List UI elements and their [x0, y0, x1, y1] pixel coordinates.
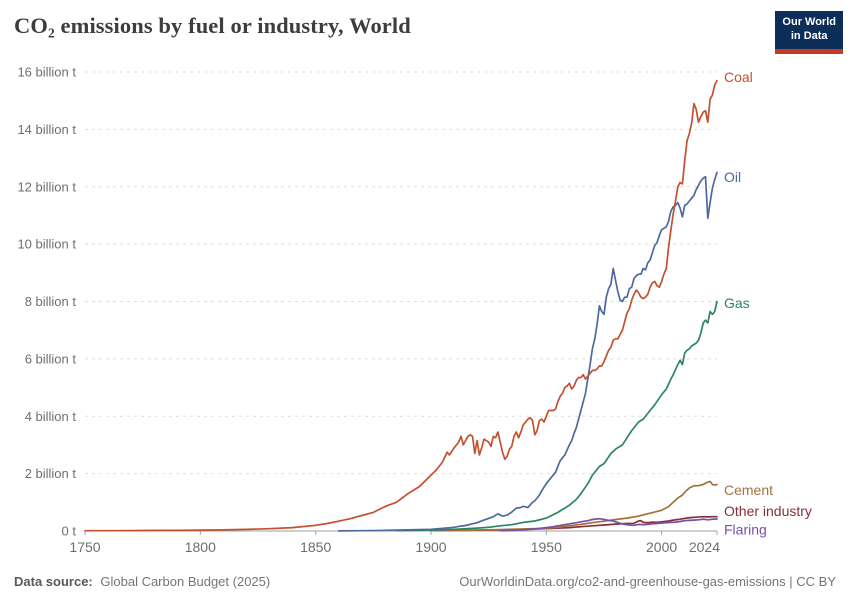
series-label-coal[interactable]: Coal [724, 69, 753, 85]
y-axis-tick-label: 12 billion t [17, 179, 76, 194]
owid-logo-line1: Our World [782, 16, 836, 28]
footer-link[interactable]: OurWorldinData.org/co2-and-greenhouse-ga… [459, 574, 836, 589]
series-label-flaring[interactable]: Flaring [724, 522, 767, 538]
chart-footer: Data source: Global Carbon Budget (2025)… [14, 574, 836, 589]
series-line-flaring[interactable] [499, 517, 718, 532]
y-axis-tick-label: 6 billion t [25, 351, 77, 366]
y-axis-tick-label: 4 billion t [25, 409, 77, 424]
series-label-oil[interactable]: Oil [724, 169, 741, 185]
data-source-value[interactable]: Global Carbon Budget (2025) [100, 574, 271, 589]
y-axis-tick-label: 2 billion t [25, 466, 77, 481]
data-source: Data source: Global Carbon Budget (2025) [14, 574, 270, 589]
series-label-gas[interactable]: Gas [724, 295, 750, 311]
x-axis-tick-label: 1950 [531, 539, 562, 555]
y-axis-tick-label: 0 t [62, 524, 77, 539]
chart-title: CO₂ emissions by fuel or industry, World [14, 13, 411, 38]
x-axis-tick-label: 1900 [415, 539, 446, 555]
x-axis-tick-label: 1850 [300, 539, 331, 555]
y-axis-tick-label: 14 billion t [17, 122, 76, 137]
owid-logo[interactable]: Our World in Data [775, 11, 843, 54]
x-axis-tick-label: 2000 [646, 539, 677, 555]
series-label-cement[interactable]: Cement [724, 482, 773, 498]
series-line-oil[interactable] [337, 171, 718, 532]
x-axis-tick-label: 2024 [689, 539, 720, 555]
y-axis-tick-label: 10 billion t [17, 237, 76, 252]
data-source-label: Data source: [14, 574, 93, 589]
series-line-gas[interactable] [395, 300, 718, 532]
series-label-other-industry[interactable]: Other industry [724, 503, 812, 519]
x-axis-tick-label: 1750 [69, 539, 100, 555]
y-axis-tick-label: 16 billion t [17, 65, 76, 80]
x-axis-tick-label: 1800 [185, 539, 216, 555]
y-axis-tick-label: 8 billion t [25, 294, 77, 309]
owid-logo-line2: in Data [790, 29, 828, 42]
series-line-coal[interactable] [84, 79, 718, 532]
